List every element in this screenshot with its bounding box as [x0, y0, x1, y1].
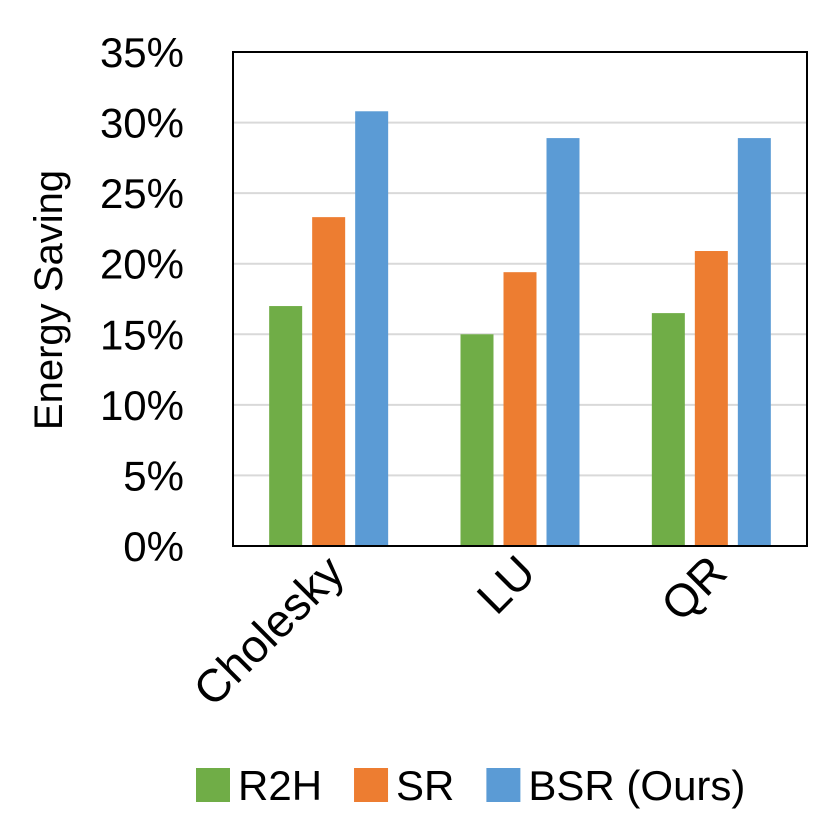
- bar-r2h-qr: [651, 313, 685, 546]
- bar-r2h-cholesky: [269, 306, 303, 546]
- y-axis-label: Energy Saving: [27, 170, 71, 430]
- x-tick-label: Cholesky: [183, 545, 354, 716]
- legend-swatch: [196, 768, 230, 802]
- legend-swatch: [354, 768, 389, 802]
- y-tick-label: 0%: [123, 523, 184, 570]
- y-tick-label: 35%: [100, 29, 184, 76]
- legend: R2H SR BSR (Ours): [196, 762, 745, 809]
- bars: [269, 111, 771, 547]
- y-tick-label: 20%: [100, 241, 184, 288]
- x-tick-label: LU: [467, 545, 545, 623]
- bar-sr-lu: [503, 272, 537, 546]
- y-tick-label: 25%: [100, 170, 184, 217]
- bar-sr-cholesky: [312, 217, 346, 546]
- legend-item: SR: [354, 762, 454, 809]
- legend-label: R2H: [238, 762, 322, 809]
- bar-bsr-ours-cholesky: [355, 111, 389, 546]
- axes: [232, 51, 808, 547]
- y-tick-label: 10%: [100, 382, 184, 429]
- legend-swatch: [486, 768, 521, 802]
- plot-frame: [232, 51, 808, 547]
- y-tick-label: 5%: [123, 452, 184, 499]
- bar-bsr-ours-lu: [546, 138, 580, 546]
- x-tick-label: QR: [651, 545, 737, 631]
- bar-bsr-ours-qr: [737, 138, 771, 546]
- y-tick-label: 15%: [100, 311, 184, 358]
- legend-label: BSR (Ours): [528, 762, 745, 809]
- legend-item: R2H: [196, 762, 322, 809]
- x-tick-labels: Cholesky LU QR: [183, 545, 736, 716]
- bar-sr-qr: [694, 251, 728, 547]
- y-tick-label: 30%: [100, 100, 184, 147]
- legend-item: BSR (Ours): [486, 762, 745, 809]
- y-tick-labels: 0% 5% 10% 15% 20% 25% 30% 35%: [100, 29, 184, 570]
- bar-r2h-lu: [460, 334, 494, 546]
- legend-label: SR: [396, 762, 454, 809]
